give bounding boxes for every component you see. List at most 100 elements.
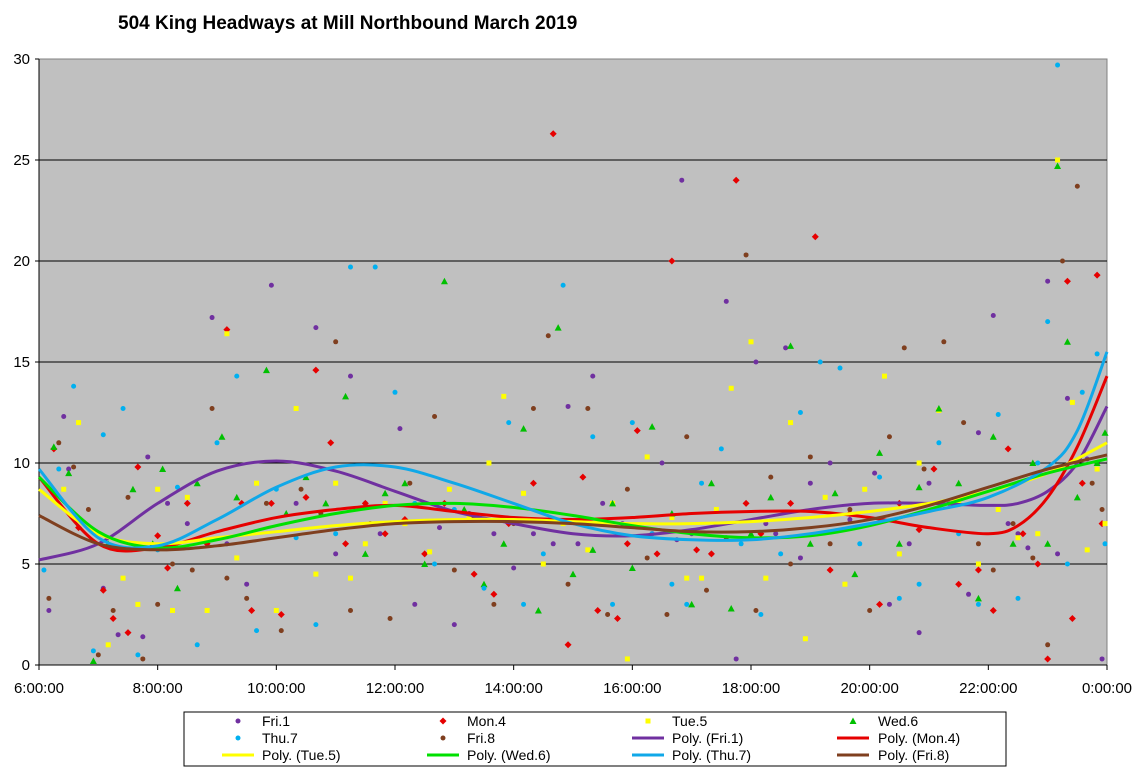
data-point [817, 359, 823, 365]
data-point [540, 551, 546, 557]
data-point [1045, 642, 1051, 648]
data-point [140, 656, 146, 662]
data-point [511, 565, 517, 571]
data-point [1102, 521, 1108, 527]
data-point [41, 567, 47, 573]
data-point [342, 540, 350, 548]
data-point [432, 561, 438, 567]
data-point [827, 541, 833, 547]
data-point [768, 474, 774, 480]
data-point [1004, 445, 1012, 453]
data-point [170, 561, 175, 567]
data-point [896, 595, 902, 601]
data-point [460, 505, 468, 513]
data-point [797, 555, 803, 561]
data-point [233, 493, 241, 501]
data-point [629, 420, 635, 426]
data-point [333, 480, 339, 486]
data-point [916, 630, 922, 636]
trendline [37, 457, 1108, 550]
gridlines [39, 159, 1107, 565]
data-point [569, 570, 577, 578]
data-point [348, 575, 353, 581]
data-point [193, 479, 201, 487]
data-point [1045, 278, 1051, 284]
data-point [926, 480, 932, 486]
x-tick-label: 6:00:00 [14, 680, 64, 697]
data-point [633, 427, 641, 435]
x-tick-label: 22:00:00 [959, 680, 1017, 697]
trendlines [37, 351, 1109, 562]
data-point [470, 570, 478, 578]
legend-symbol [849, 717, 857, 724]
data-point [89, 657, 97, 664]
data-point [56, 466, 62, 472]
data-point [342, 392, 350, 400]
data-point [135, 652, 141, 658]
data-point [1063, 277, 1071, 285]
data-point [174, 484, 180, 490]
data-point [1035, 460, 1041, 466]
data-point [361, 550, 369, 557]
data-point [693, 546, 701, 554]
data-point [1035, 531, 1041, 537]
data-point [837, 365, 843, 371]
data-point [811, 233, 819, 241]
data-point [100, 432, 106, 438]
data-point [154, 532, 162, 540]
data-point [727, 604, 735, 612]
data-point [412, 601, 418, 607]
data-point [826, 566, 834, 574]
data-point [624, 656, 630, 662]
legend-label: Poly. (Fri.8) [878, 747, 949, 763]
data-point [1055, 551, 1061, 557]
data-point [194, 642, 200, 648]
data-point [234, 555, 240, 561]
data-point [575, 541, 581, 547]
legend-label: Tue.5 [672, 713, 707, 729]
data-point [278, 628, 284, 634]
data-point [218, 433, 226, 440]
legend-symbol [235, 735, 241, 741]
data-point [105, 642, 111, 648]
data-point [788, 420, 794, 426]
data-point [718, 446, 724, 452]
data-point [723, 298, 729, 304]
data-point [935, 404, 943, 412]
data-point [699, 480, 705, 486]
data-point [90, 648, 96, 654]
data-point [974, 566, 982, 574]
trendline [38, 453, 1108, 552]
legend-symbol [440, 735, 446, 741]
data-point [1068, 615, 1076, 623]
data-point [585, 547, 591, 553]
data-point [585, 405, 591, 411]
data-point [545, 333, 551, 339]
data-point [806, 540, 814, 547]
data-point [847, 517, 853, 523]
data-point [648, 423, 656, 430]
data-point [653, 550, 661, 558]
data-point [1054, 162, 1062, 170]
data-point [743, 252, 749, 258]
data-point [747, 530, 755, 537]
data-point [140, 634, 146, 640]
legend-symbol [645, 718, 651, 724]
data-point [763, 575, 769, 581]
data-point [312, 366, 320, 374]
data-point [466, 515, 472, 521]
data-point [847, 506, 853, 512]
data-point [134, 463, 142, 471]
data-point [481, 585, 487, 591]
data-point [644, 454, 650, 460]
data-point [1099, 506, 1105, 512]
data-point [491, 531, 497, 537]
data-point [322, 499, 330, 507]
data-point [76, 420, 82, 426]
data-point [214, 440, 220, 446]
data-point [589, 546, 597, 553]
data-point [46, 595, 52, 601]
data-point [628, 564, 636, 572]
data-point [333, 531, 339, 537]
